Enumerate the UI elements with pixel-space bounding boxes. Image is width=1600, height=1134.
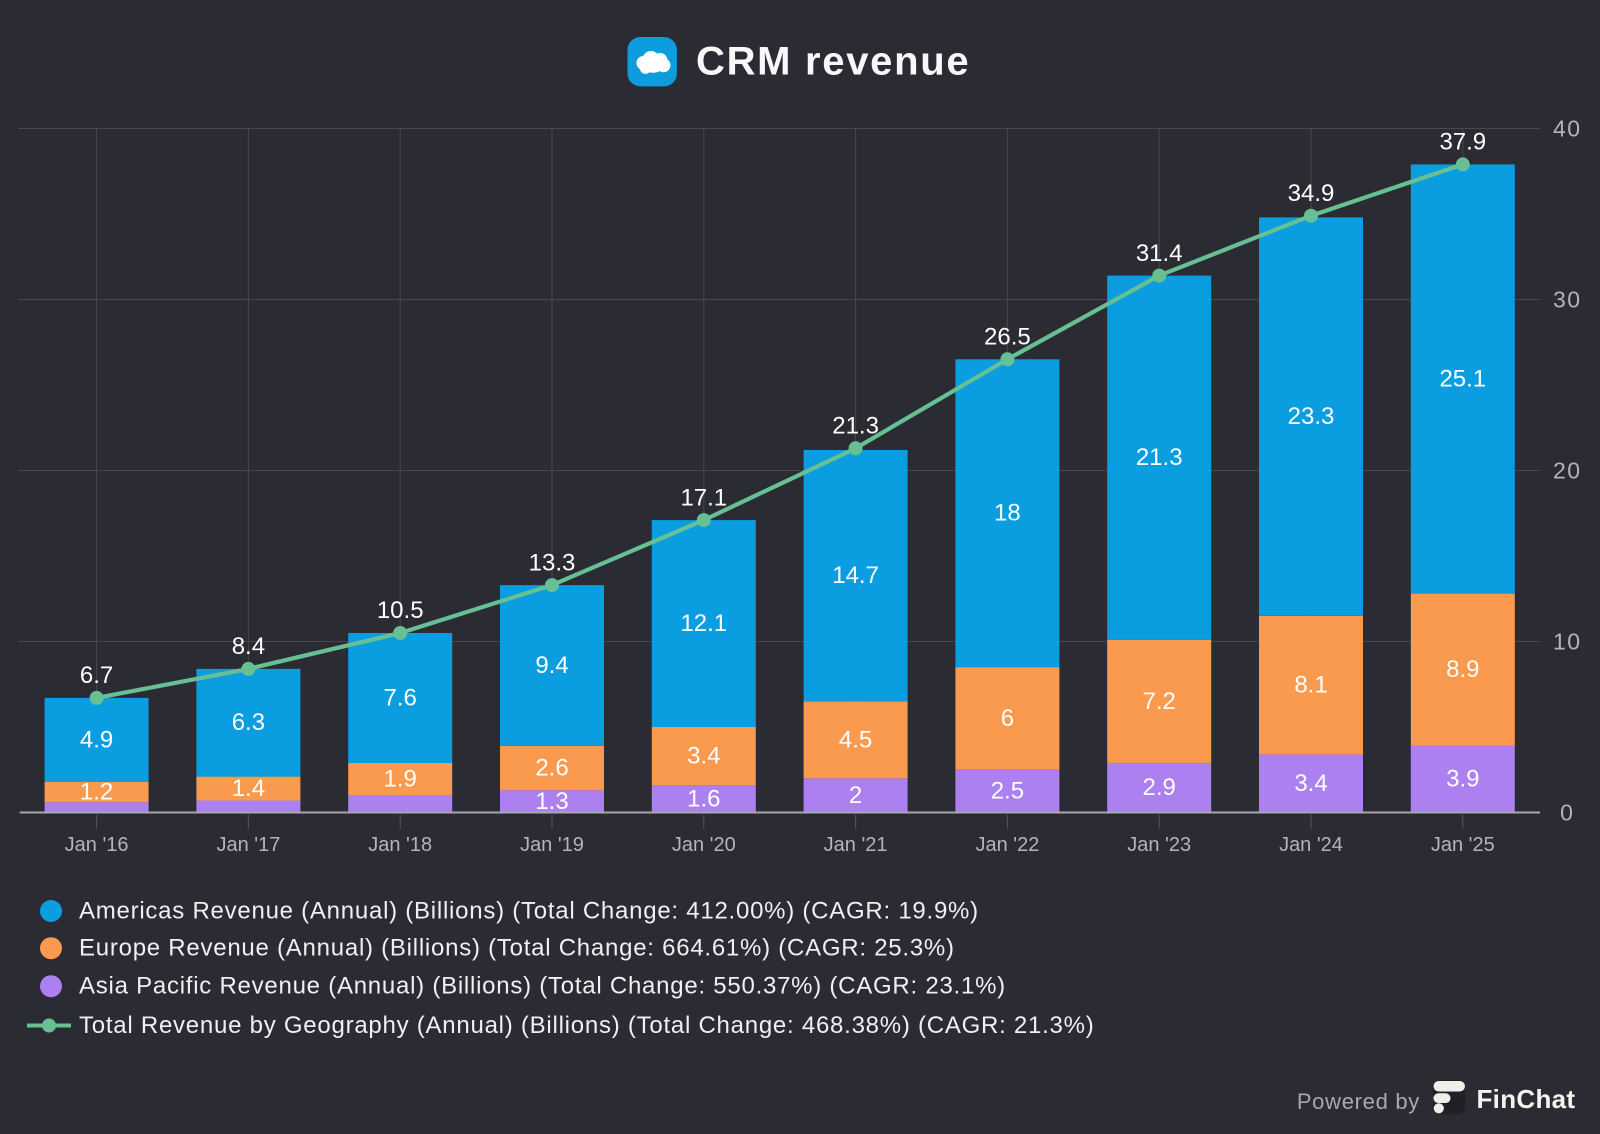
svg-text:23.3: 23.3 [1288,403,1335,430]
svg-text:Jan '21: Jan '21 [824,834,888,856]
svg-text:3.9: 3.9 [1446,766,1479,793]
svg-text:12.1: 12.1 [680,610,727,637]
svg-text:31.4: 31.4 [1136,240,1183,267]
svg-text:6: 6 [1001,705,1014,732]
svg-text:8.9: 8.9 [1446,656,1479,683]
svg-text:Powered by: Powered by [1297,1089,1420,1114]
svg-text:3.4: 3.4 [687,743,720,770]
svg-text:Jan '25: Jan '25 [1431,834,1495,856]
svg-text:8.4: 8.4 [232,633,265,660]
svg-text:Jan '23: Jan '23 [1127,834,1191,856]
svg-text:1.6: 1.6 [687,785,720,812]
svg-text:Jan '19: Jan '19 [520,834,584,856]
svg-text:4.9: 4.9 [80,726,113,753]
svg-text:CRM revenue: CRM revenue [696,40,970,84]
svg-text:Jan '24: Jan '24 [1279,834,1343,856]
svg-text:10.5: 10.5 [377,597,424,624]
svg-text:2.5: 2.5 [991,778,1024,805]
svg-text:7.2: 7.2 [1143,688,1176,715]
svg-text:Total Revenue by Geography (An: Total Revenue by Geography (Annual) (Bil… [79,1012,1094,1039]
svg-text:13.3: 13.3 [529,549,576,576]
svg-text:34.9: 34.9 [1288,180,1335,207]
svg-text:21.3: 21.3 [832,413,879,440]
svg-text:14.7: 14.7 [832,562,879,589]
svg-text:Jan '18: Jan '18 [368,834,432,856]
svg-text:6.7: 6.7 [80,662,113,689]
svg-text:1.4: 1.4 [232,775,265,802]
svg-text:1.2: 1.2 [80,779,113,806]
svg-text:Jan '16: Jan '16 [65,834,129,856]
svg-text:1.9: 1.9 [384,766,417,793]
svg-text:2: 2 [849,782,862,809]
svg-text:FinChat: FinChat [1477,1084,1576,1114]
svg-text:21.3: 21.3 [1136,444,1183,471]
svg-text:Jan '17: Jan '17 [216,834,280,856]
svg-text:2.9: 2.9 [1143,774,1176,801]
svg-text:20: 20 [1553,458,1582,484]
svg-text:1.3: 1.3 [535,788,568,815]
svg-text:7.6: 7.6 [384,684,417,711]
svg-text:40: 40 [1553,116,1582,142]
svg-text:4.5: 4.5 [839,726,872,753]
svg-text:2.6: 2.6 [535,755,568,782]
svg-text:37.9: 37.9 [1439,129,1486,156]
svg-text:Europe Revenue (Annual) (Billi: Europe Revenue (Annual) (Billions) (Tota… [79,935,955,962]
svg-text:6.3: 6.3 [232,709,265,736]
svg-text:Americas Revenue (Annual) (Bil: Americas Revenue (Annual) (Billions) (To… [79,898,979,925]
svg-text:26.5: 26.5 [984,324,1031,351]
svg-text:8.1: 8.1 [1294,672,1327,699]
svg-text:3.4: 3.4 [1294,770,1327,797]
svg-text:Jan '20: Jan '20 [672,834,736,856]
svg-text:17.1: 17.1 [680,484,727,511]
svg-text:Asia Pacific Revenue (Annual): Asia Pacific Revenue (Annual) (Billions)… [79,973,1006,1000]
svg-text:0: 0 [1560,800,1574,826]
svg-text:25.1: 25.1 [1439,366,1486,393]
svg-text:Jan '22: Jan '22 [975,834,1039,856]
svg-text:18: 18 [994,500,1021,527]
svg-text:30: 30 [1553,287,1582,313]
svg-text:10: 10 [1553,629,1582,655]
svg-text:9.4: 9.4 [535,652,568,679]
